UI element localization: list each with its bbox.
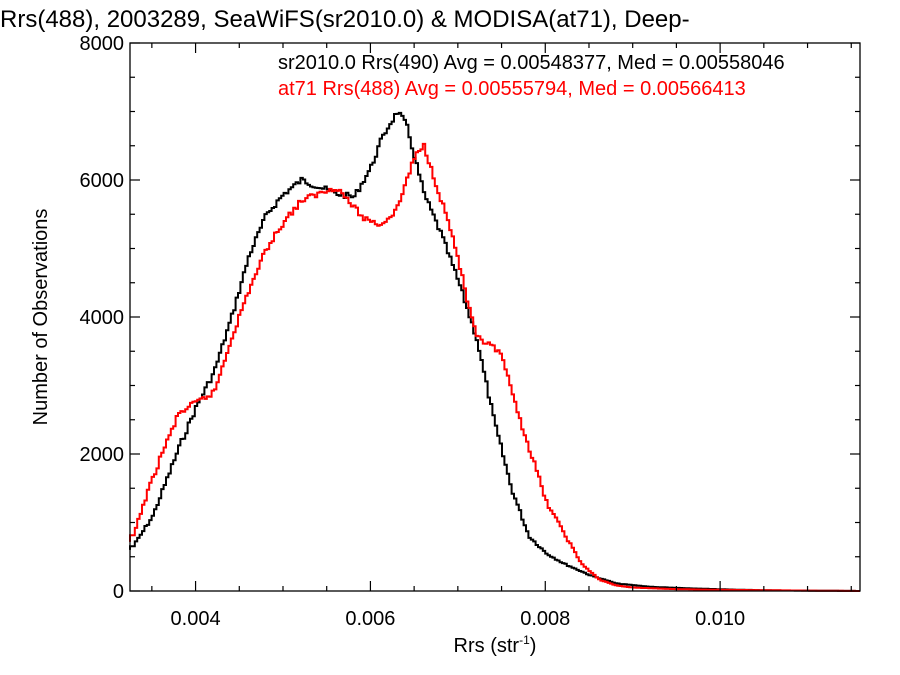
x-tick-label: 0.004 bbox=[171, 608, 221, 630]
legend-entry-2: at71 Rrs(488) Avg = 0.00555794, Med = 0.… bbox=[278, 78, 746, 100]
legend-entry-1: sr2010.0 Rrs(490) Avg = 0.00548377, Med … bbox=[278, 52, 785, 74]
chart-title: Rrs(488), 2003289, SeaWiFS(sr2010.0) & M… bbox=[0, 6, 690, 33]
series-layer bbox=[129, 111, 860, 592]
x-axis-ticks: 0.004 0.006 0.008 0.010 bbox=[151, 43, 852, 630]
x-axis-label-text: Rrs (str bbox=[454, 635, 520, 657]
y-axis-ticks: 0 2000 4000 6000 8000 bbox=[80, 33, 860, 603]
legend: sr2010.0 Rrs(490) Avg = 0.00548377, Med … bbox=[278, 52, 785, 100]
x-axis-label-superscript: -1 bbox=[519, 633, 530, 647]
y-tick-label: 8000 bbox=[80, 33, 125, 55]
y-axis-label: Number of Observations bbox=[30, 209, 52, 426]
series-line-2 bbox=[129, 142, 860, 592]
x-tick-label: 0.010 bbox=[695, 608, 745, 630]
y-tick-label: 6000 bbox=[80, 170, 125, 192]
x-tick-label: 0.006 bbox=[345, 608, 395, 630]
x-axis-label-close: ) bbox=[530, 635, 537, 657]
y-tick-label: 4000 bbox=[80, 307, 125, 329]
y-tick-label: 2000 bbox=[80, 444, 125, 466]
plot-area: 0.004 0.006 0.008 0.010 0 2000 4000 6000 8000 bbox=[80, 33, 861, 630]
plot-frame bbox=[129, 42, 861, 592]
y-tick-label: 0 bbox=[113, 581, 124, 603]
x-tick-label: 0.008 bbox=[520, 608, 570, 630]
x-axis-label: Rrs (str-1) bbox=[454, 633, 537, 657]
